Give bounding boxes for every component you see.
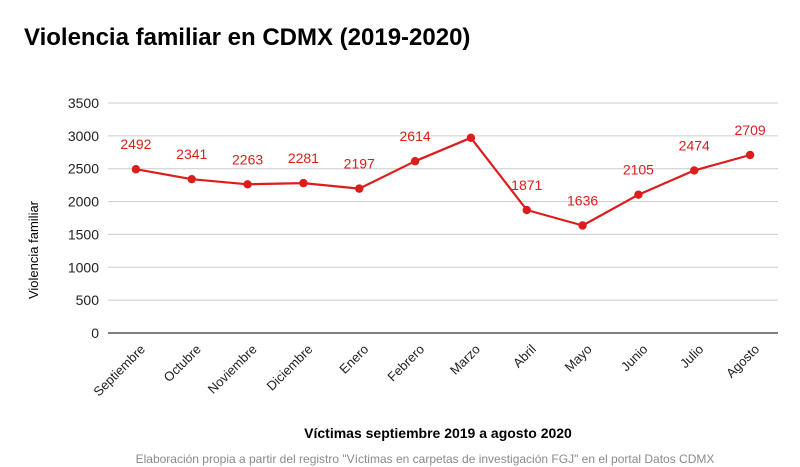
data-point [578,221,587,230]
x-tick-label: Junio [618,342,651,375]
x-tick-label: Marzo [447,342,483,378]
data-label: 2263 [232,151,263,167]
y-axis-ticks: 0 500 1000 1500 2000 2500 3000 3500 [68,95,99,341]
gridlines [108,102,778,334]
data-point [299,178,308,188]
data-label: 2709 [735,122,766,138]
x-tick-label: Diciembre [264,342,316,394]
data-label: 2492 [120,136,151,152]
x-axis-label: Víctimas septiembre 2019 a agosto 2020 [304,425,572,441]
x-tick-label: Julio [677,342,707,372]
x-tick-label: Febrero [384,342,427,385]
data-label: 1636 [567,192,598,208]
data-point [355,184,364,193]
data-point [634,190,643,199]
data-label: 2281 [288,150,319,166]
data-point [522,205,531,215]
x-tick-label: Septiembre [90,342,148,400]
data-point [187,174,196,184]
y-tick-label: 3500 [68,95,99,111]
chart-title: Violencia familiar en CDMX (2019-2020) [24,24,471,51]
data-point [690,166,699,175]
y-tick-label: 0 [91,325,99,341]
x-tick-label: Enero [336,342,371,377]
data-point [131,165,141,174]
x-tick-label: Noviembre [205,342,260,397]
y-tick-label: 500 [76,292,100,308]
y-tick-label: 1000 [68,259,99,275]
y-axis-label: Violencia familiar [26,200,41,299]
data-point [745,150,755,160]
x-tick-label: Agosto [723,342,762,381]
data-label: 2105 [623,162,654,178]
x-tick-label: Abril [510,341,539,370]
data-point [466,133,476,143]
x-axis-ticks: Septiembre Octubre Noviembre Diciembre Enero… [90,341,762,399]
y-tick-label: 1500 [68,226,99,242]
y-tick-label: 2000 [68,194,99,210]
y-tick-label: 3000 [68,128,99,144]
data-label: 2474 [679,137,710,153]
source-note: Elaboración propia a partir del registro… [135,452,715,466]
data-point [243,180,252,189]
x-tick-label: Octubre [161,342,204,385]
y-tick-label: 2500 [68,161,99,177]
series [131,133,755,230]
data-label: 2197 [344,156,375,172]
data-point [410,157,420,166]
series-line [135,136,751,227]
data-label: 2614 [400,128,431,144]
x-tick-label: Mayo [562,342,595,375]
data-label: 2341 [176,146,207,162]
data-labels: 2492 2341 2263 2281 2197 2614 1871 1636 2105 2474… [120,122,766,209]
data-label: 1871 [511,177,542,193]
